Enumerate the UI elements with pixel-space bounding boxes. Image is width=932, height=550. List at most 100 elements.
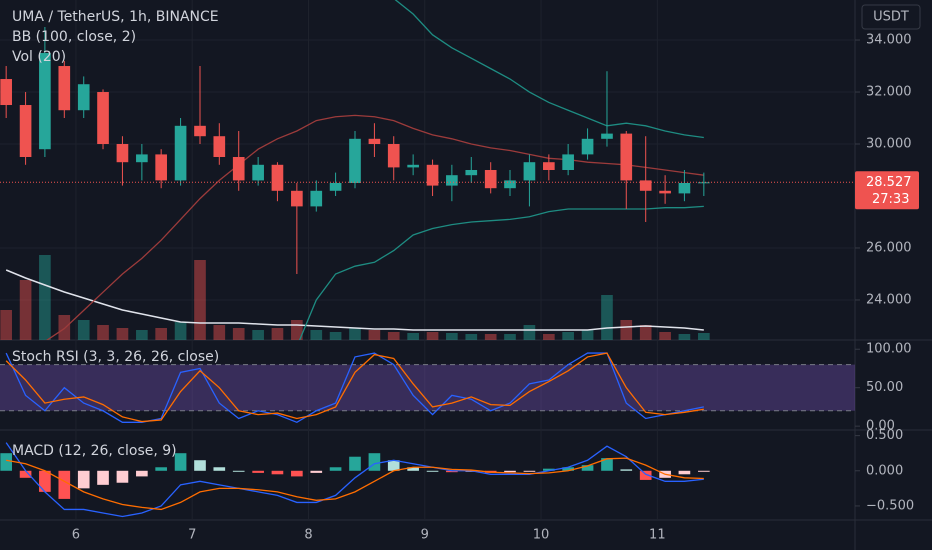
volume-bar [620,320,633,340]
y-tick-label: −0.500 [866,498,914,513]
histogram-bar [601,458,613,471]
volume-bar [116,328,129,340]
indicator-label: Vol (20) [12,49,66,65]
y-tick-label: 0.500 [866,428,903,443]
candle-body [562,154,574,170]
histogram-bar [310,470,323,473]
histogram-bar [19,470,32,478]
volume-bar [291,320,303,340]
candle-body [484,170,497,189]
volume-bar [639,325,652,340]
symbol-title: UMA / TetherUS, 1h, BINANCE [12,9,219,25]
histogram-bar [698,470,710,472]
volume-bar [252,330,264,340]
candle-body [368,138,381,145]
histogram-bar [136,470,148,477]
histogram-bar [523,470,536,472]
indicator-label: BB (100, close, 2) [12,29,136,45]
y-tick-label: 100.00 [866,342,912,357]
histogram-bar [291,470,303,477]
volume-bar [484,334,497,340]
histogram-bar [77,470,90,489]
volume-bar [232,328,245,340]
candle-body [97,92,109,145]
volume-bar [310,330,323,340]
histogram-bar [678,470,691,475]
volume-bar [523,325,536,340]
countdown-label: 27:33 [872,192,909,207]
candle-body [601,133,613,139]
y-tick-label: 0.00 [866,419,895,434]
candle-body [329,182,342,191]
candle-body [581,138,594,155]
volume-bar [194,260,206,340]
axes: 24.000 26.000 30.000 32.000 34.000 0.00 50.00 1… [72,33,919,543]
y-tick-label: 50.00 [866,380,903,395]
y-tick-label: 0.000 [866,463,903,478]
volume-bar [698,333,710,340]
volume-bar [58,315,71,340]
volume-bar [349,328,361,340]
stoch-pane [0,340,855,430]
volume-bar [407,333,419,340]
histogram-bar [194,460,206,471]
histogram-bar [271,470,284,475]
bb-basis [46,114,704,340]
candle-body [58,66,71,111]
candle-body [116,144,129,163]
y-tick-label: 24.000 [866,292,912,307]
histogram-bar [232,470,245,472]
volume-ma [5,269,704,331]
histogram-bar [639,470,652,480]
macd-line [6,457,704,511]
histogram-bar [116,470,129,483]
volume-bar [19,280,32,340]
candle-body [77,84,90,111]
histogram-bar [329,467,342,471]
main-pane [0,0,855,340]
histogram-bar [543,468,555,471]
histogram-bar [426,470,439,472]
volume-bar [446,333,458,340]
last-price-label: 28.527 [866,175,912,190]
histogram-bar [252,470,264,473]
candle-body [659,190,671,194]
currency: USDT [873,10,909,25]
volume-bar [659,332,671,340]
candle-body [678,182,691,194]
histogram-bar [620,469,633,471]
volume-bar [387,332,400,340]
stoch-title: Stoch RSI (3, 3, 26, 26, close) [12,349,219,365]
histogram-bar [39,470,51,492]
histogram-bar [387,460,400,471]
y-tick-label: 26.000 [866,240,912,255]
volume-bar [155,328,167,340]
x-tick-label: 7 [188,528,196,543]
volume-bar [562,332,574,340]
histogram-bar [562,467,574,471]
x-tick-label: 6 [72,528,80,543]
last-price-tag [855,171,919,210]
histogram-bar [174,453,187,471]
candle-body [465,170,478,176]
candle-body [698,182,710,184]
volume-bar [97,325,109,340]
volume-bar [465,334,478,340]
volume-bar [426,332,439,340]
histogram-bar [504,470,516,473]
histogram-bar [407,467,419,471]
bb-lower [298,205,704,340]
candle-body [504,180,516,189]
volume-bar [174,322,187,340]
y-tick-label: 34.000 [866,33,912,48]
currency-box[interactable] [861,4,921,30]
histogram-bar [58,470,71,499]
volume-bar [504,334,516,340]
volume-bar [329,332,342,340]
x-tick-label: 9 [421,528,429,543]
candle-body [174,125,187,181]
histogram-bar [446,470,458,473]
volume-bar [601,295,613,340]
